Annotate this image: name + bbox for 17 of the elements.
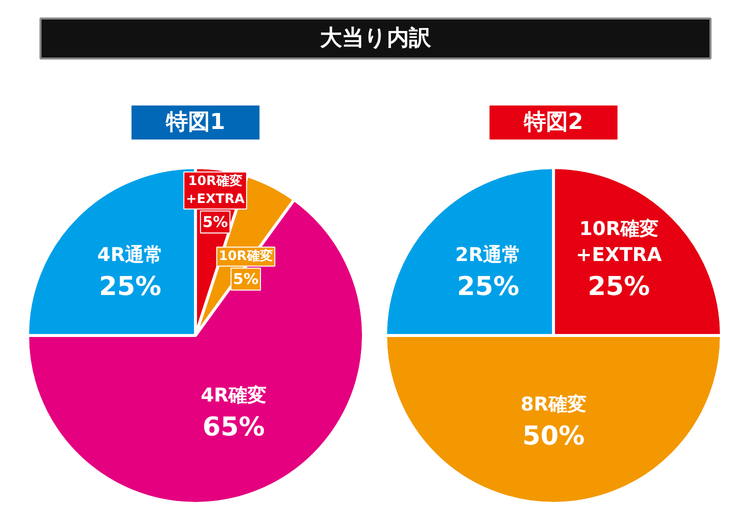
slice-label: 10R確変 +EXTRA bbox=[186, 173, 245, 208]
data-label: 25% bbox=[588, 272, 650, 302]
slice-label: 2R通常 bbox=[455, 244, 522, 266]
slice-label: 4R確変 bbox=[200, 384, 267, 406]
data-label: 50% bbox=[522, 422, 585, 452]
data-label: 65% bbox=[202, 412, 265, 442]
data-label: 5% bbox=[233, 270, 258, 288]
slice-label: 10R確変 bbox=[218, 248, 273, 264]
slice-label: 10R確変 +EXTRA bbox=[576, 218, 662, 266]
data-label: 25% bbox=[457, 272, 520, 302]
slice-label: 8R確変 bbox=[520, 394, 586, 416]
data-label: 5% bbox=[202, 213, 228, 232]
text: 大当り内訳 bbox=[320, 26, 432, 51]
chart-title: 特図2 bbox=[522, 110, 584, 135]
chart-title: 特図1 bbox=[164, 110, 226, 135]
slice-label: 4R通常 bbox=[97, 244, 164, 266]
data-label: 25% bbox=[99, 272, 162, 302]
